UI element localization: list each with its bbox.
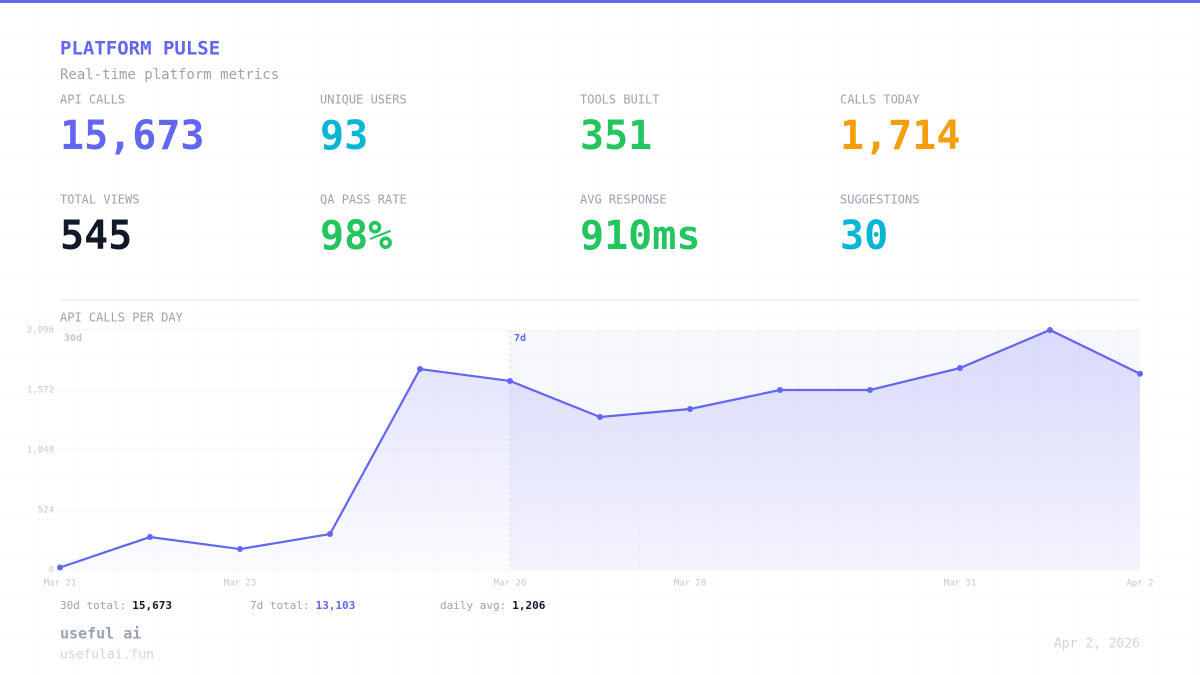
metric-label: QA PASS RATE [320, 193, 407, 207]
metric-value: 98% [320, 213, 392, 259]
metric-value: 351 [580, 113, 652, 159]
point [147, 534, 153, 541]
url: usefulai.fun [60, 648, 154, 663]
stat: daily avg: 1,206 [440, 599, 546, 612]
y-tick-label: 0 [49, 566, 54, 576]
point [597, 414, 603, 421]
point [237, 546, 243, 553]
date: Apr 2, 2026 [1054, 637, 1140, 652]
metric-value: 1,714 [840, 113, 960, 159]
x-tick-label: Mar 21 [44, 579, 77, 589]
stat-label: 7d total: [250, 599, 310, 612]
point [1047, 327, 1053, 333]
title: PLATFORM PULSE [60, 38, 220, 60]
metric-label: API CALLS [60, 93, 125, 107]
metric-label: CALLS TODAY [840, 93, 920, 107]
range-label: 7d [514, 333, 526, 344]
point [1137, 370, 1143, 377]
point [957, 365, 963, 372]
metric-label: UNIQUE USERS [320, 93, 407, 107]
stat-value: 15,673 [132, 599, 172, 612]
y-tick-label: 2,096 [27, 326, 54, 336]
metric-label: SUGGESTIONS [840, 193, 919, 207]
x-tick-label: Mar 28 [674, 579, 707, 589]
top-border [0, 0, 1200, 3]
point [327, 531, 333, 538]
y-tick-label: 1,572 [27, 386, 54, 396]
stat-value: 13,103 [316, 599, 356, 612]
point [687, 406, 693, 413]
point [507, 377, 513, 384]
point [417, 366, 423, 373]
metric-value: 30 [840, 213, 888, 259]
point [57, 564, 63, 571]
subtitle: Real-time platform metrics [60, 67, 279, 83]
x-tick-label: Mar 26 [494, 579, 527, 589]
stat: 30d total: 15,673 [60, 599, 172, 612]
stat-label: 30d total: [60, 599, 126, 612]
metric-label: TOOLS BUILT [580, 93, 659, 107]
stat-label: daily avg: [440, 599, 506, 612]
metric-label: AVG RESPONSE [580, 193, 667, 207]
metric-value: 910ms [580, 213, 700, 259]
point [867, 387, 873, 393]
x-tick-label: Mar 31 [944, 579, 977, 589]
stat: 7d total: 13,103 [250, 599, 355, 612]
stat-value: 1,206 [512, 599, 545, 612]
brand: useful ai [60, 625, 141, 643]
y-tick-label: 524 [38, 506, 54, 516]
metric-value: 545 [60, 213, 132, 259]
range-label: 30d [64, 333, 82, 344]
x-tick-label: Apr 2 [1126, 579, 1153, 589]
metric-value: 93 [320, 113, 368, 159]
metric-label: TOTAL VIEWS [60, 193, 139, 207]
x-tick-label: Mar 23 [224, 579, 257, 589]
chart: 30d 7d 0 524 1,048 1,572 2,096 Mar 21 Mar 23 Mar … [27, 326, 1154, 613]
y-tick-label: 1,048 [27, 446, 54, 456]
chart-title: API CALLS PER DAY [60, 311, 184, 325]
point [777, 387, 783, 393]
metric-value: 15,673 [60, 113, 205, 159]
